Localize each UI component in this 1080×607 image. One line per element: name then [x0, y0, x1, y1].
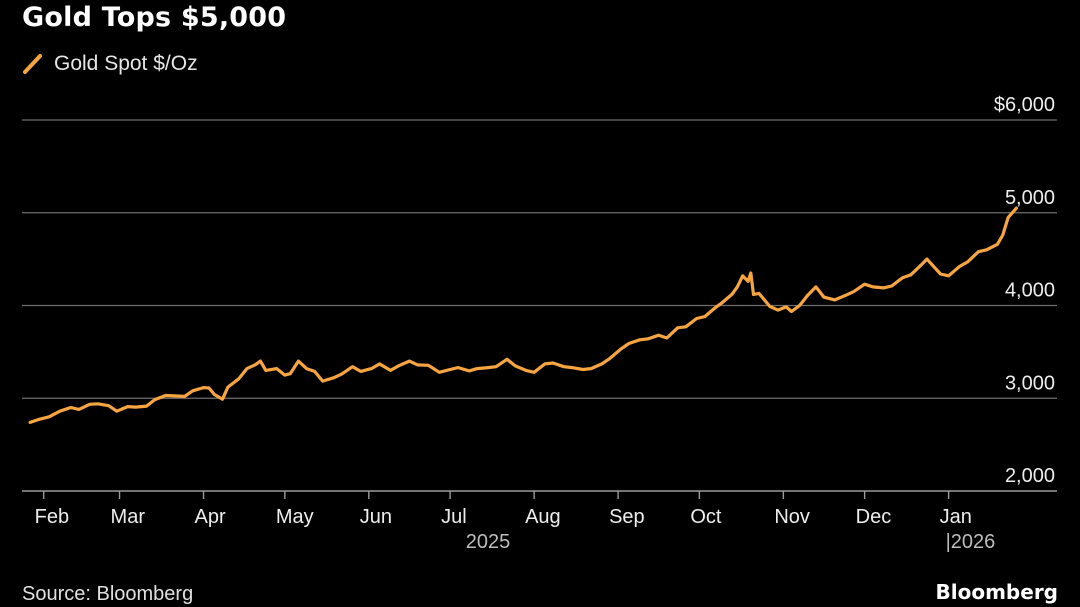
legend-label-gold-spot: Gold Spot $/Oz — [54, 52, 198, 75]
x-tick-label-feb: Feb — [35, 506, 69, 528]
x-axis — [22, 490, 1057, 499]
x-tick-label-oct: Oct — [690, 506, 722, 528]
year-labels: 2025 |2026 — [466, 531, 996, 553]
y-tick-label-3000: 3,000 — [1005, 372, 1055, 394]
series-line-gold-spot — [28, 206, 1018, 424]
year-label-2025: 2025 — [466, 531, 511, 553]
x-tick-label-jun: Jun — [360, 506, 392, 528]
gridlines — [22, 119, 1057, 399]
x-tick-label-aug: Aug — [525, 506, 561, 528]
y-tick-label-5000: 5,000 — [1005, 187, 1055, 209]
x-axis-labels: Feb Mar Apr May Jun Jul Aug Sep Oct Nov Dec Jan — [35, 506, 972, 528]
legend-swatch-gold-spot — [23, 54, 42, 74]
year-label-2026: |2026 — [946, 531, 996, 553]
y-axis-labels: 2,000 3,000 4,000 5,000 $6,000 — [994, 94, 1055, 487]
x-tick-label-jan: Jan — [940, 506, 972, 528]
x-tick-label-may: May — [276, 506, 314, 528]
y-tick-label-6000: $6,000 — [994, 94, 1055, 116]
x-tick-label-nov: Nov — [774, 506, 810, 528]
x-tick-label-dec: Dec — [856, 506, 892, 528]
x-tick-label-mar: Mar — [111, 506, 146, 528]
x-tick-label-sep: Sep — [609, 506, 645, 528]
chart-title: Gold Tops $5,000 — [22, 2, 287, 33]
x-tick-label-jul: Jul — [441, 506, 467, 528]
source-note: Source: Bloomberg — [22, 583, 194, 605]
y-tick-label-2000: 2,000 — [1005, 465, 1055, 487]
legend: Gold Spot $/Oz — [22, 52, 198, 76]
y-tick-label-4000: 4,000 — [1005, 280, 1055, 302]
x-tick-label-apr: Apr — [195, 506, 226, 528]
brand-logo-text: Bloomberg — [935, 580, 1058, 604]
